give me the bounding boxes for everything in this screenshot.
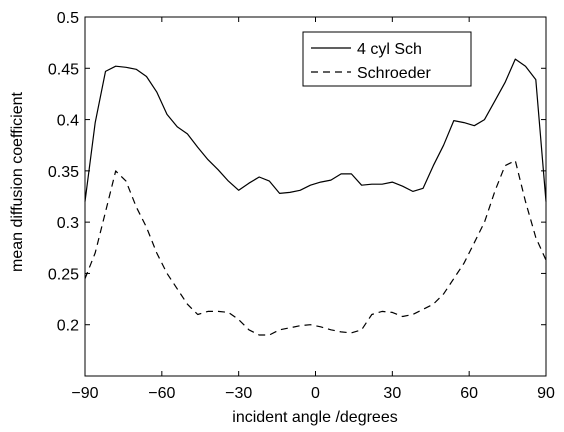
x-axis: −90 −60 −30 0 30 60 90 [71,17,555,402]
x-tick-label: 30 [383,385,401,402]
y-axis: 0.2 0.25 0.3 0.35 0.4 0.45 0.5 [48,10,546,335]
series-line-schroeder [84,160,547,336]
x-tick-label: 0 [311,385,320,402]
y-tick-label: 0.3 [57,215,79,232]
legend: 4 cyl Sch Schroeder [302,31,472,87]
y-tick-label: 0.5 [57,10,79,27]
x-axis-label: incident angle /degrees [232,409,397,426]
x-tick-label: −30 [225,385,252,402]
series-layer [84,58,547,336]
y-tick-label: 0.25 [48,266,79,283]
y-tick-label: 0.4 [57,113,79,130]
legend-box [302,31,472,87]
x-tick-label: −60 [148,385,175,402]
series-line-4-cyl-sch [84,58,547,202]
x-tick-label: 90 [537,385,555,402]
legend-label-schroeder: Schroeder [357,65,431,82]
y-tick-label: 0.45 [48,61,79,78]
y-tick-label: 0.35 [48,164,79,181]
y-tick-label: 0.2 [57,318,79,335]
y-axis-label: mean diffusion coefficient [9,91,26,272]
x-tick-label: 60 [460,385,478,402]
legend-label-4-cyl-sch: 4 cyl Sch [357,41,422,58]
x-tick-label: −90 [71,385,98,402]
